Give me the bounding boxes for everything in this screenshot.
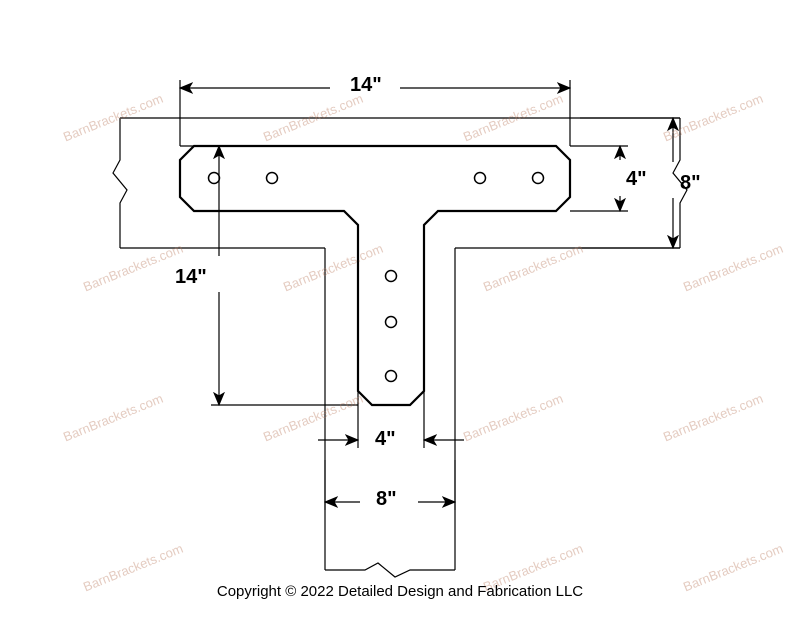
copyright-text: Copyright © 2022 Detailed Design and Fab… — [0, 583, 800, 600]
dim-label-bot-8: 8" — [376, 488, 397, 511]
dim-label-right-8: 8" — [680, 172, 701, 195]
t-bracket — [180, 146, 570, 405]
hole-stem-3 — [386, 371, 397, 382]
bolt-holes — [209, 173, 544, 382]
dim-label-left-14: 14" — [175, 266, 207, 289]
dim-label-right-4: 4" — [626, 168, 647, 191]
hole-top-3 — [475, 173, 486, 184]
hole-stem-2 — [386, 317, 397, 328]
drawing-canvas: 14" 8" 4" 14" 4" 8" BarnBrackets.comBarn… — [0, 0, 800, 618]
hole-top-4 — [533, 173, 544, 184]
dim-label-mid-4: 4" — [375, 428, 396, 451]
vertical-beam — [325, 248, 455, 577]
hole-stem-1 — [386, 271, 397, 282]
hole-top-1 — [209, 173, 220, 184]
dim-right-4 — [570, 146, 628, 211]
drawing-svg — [0, 0, 800, 618]
dim-label-top-14: 14" — [350, 74, 382, 97]
horizontal-beam — [113, 118, 687, 248]
hole-top-2 — [267, 173, 278, 184]
